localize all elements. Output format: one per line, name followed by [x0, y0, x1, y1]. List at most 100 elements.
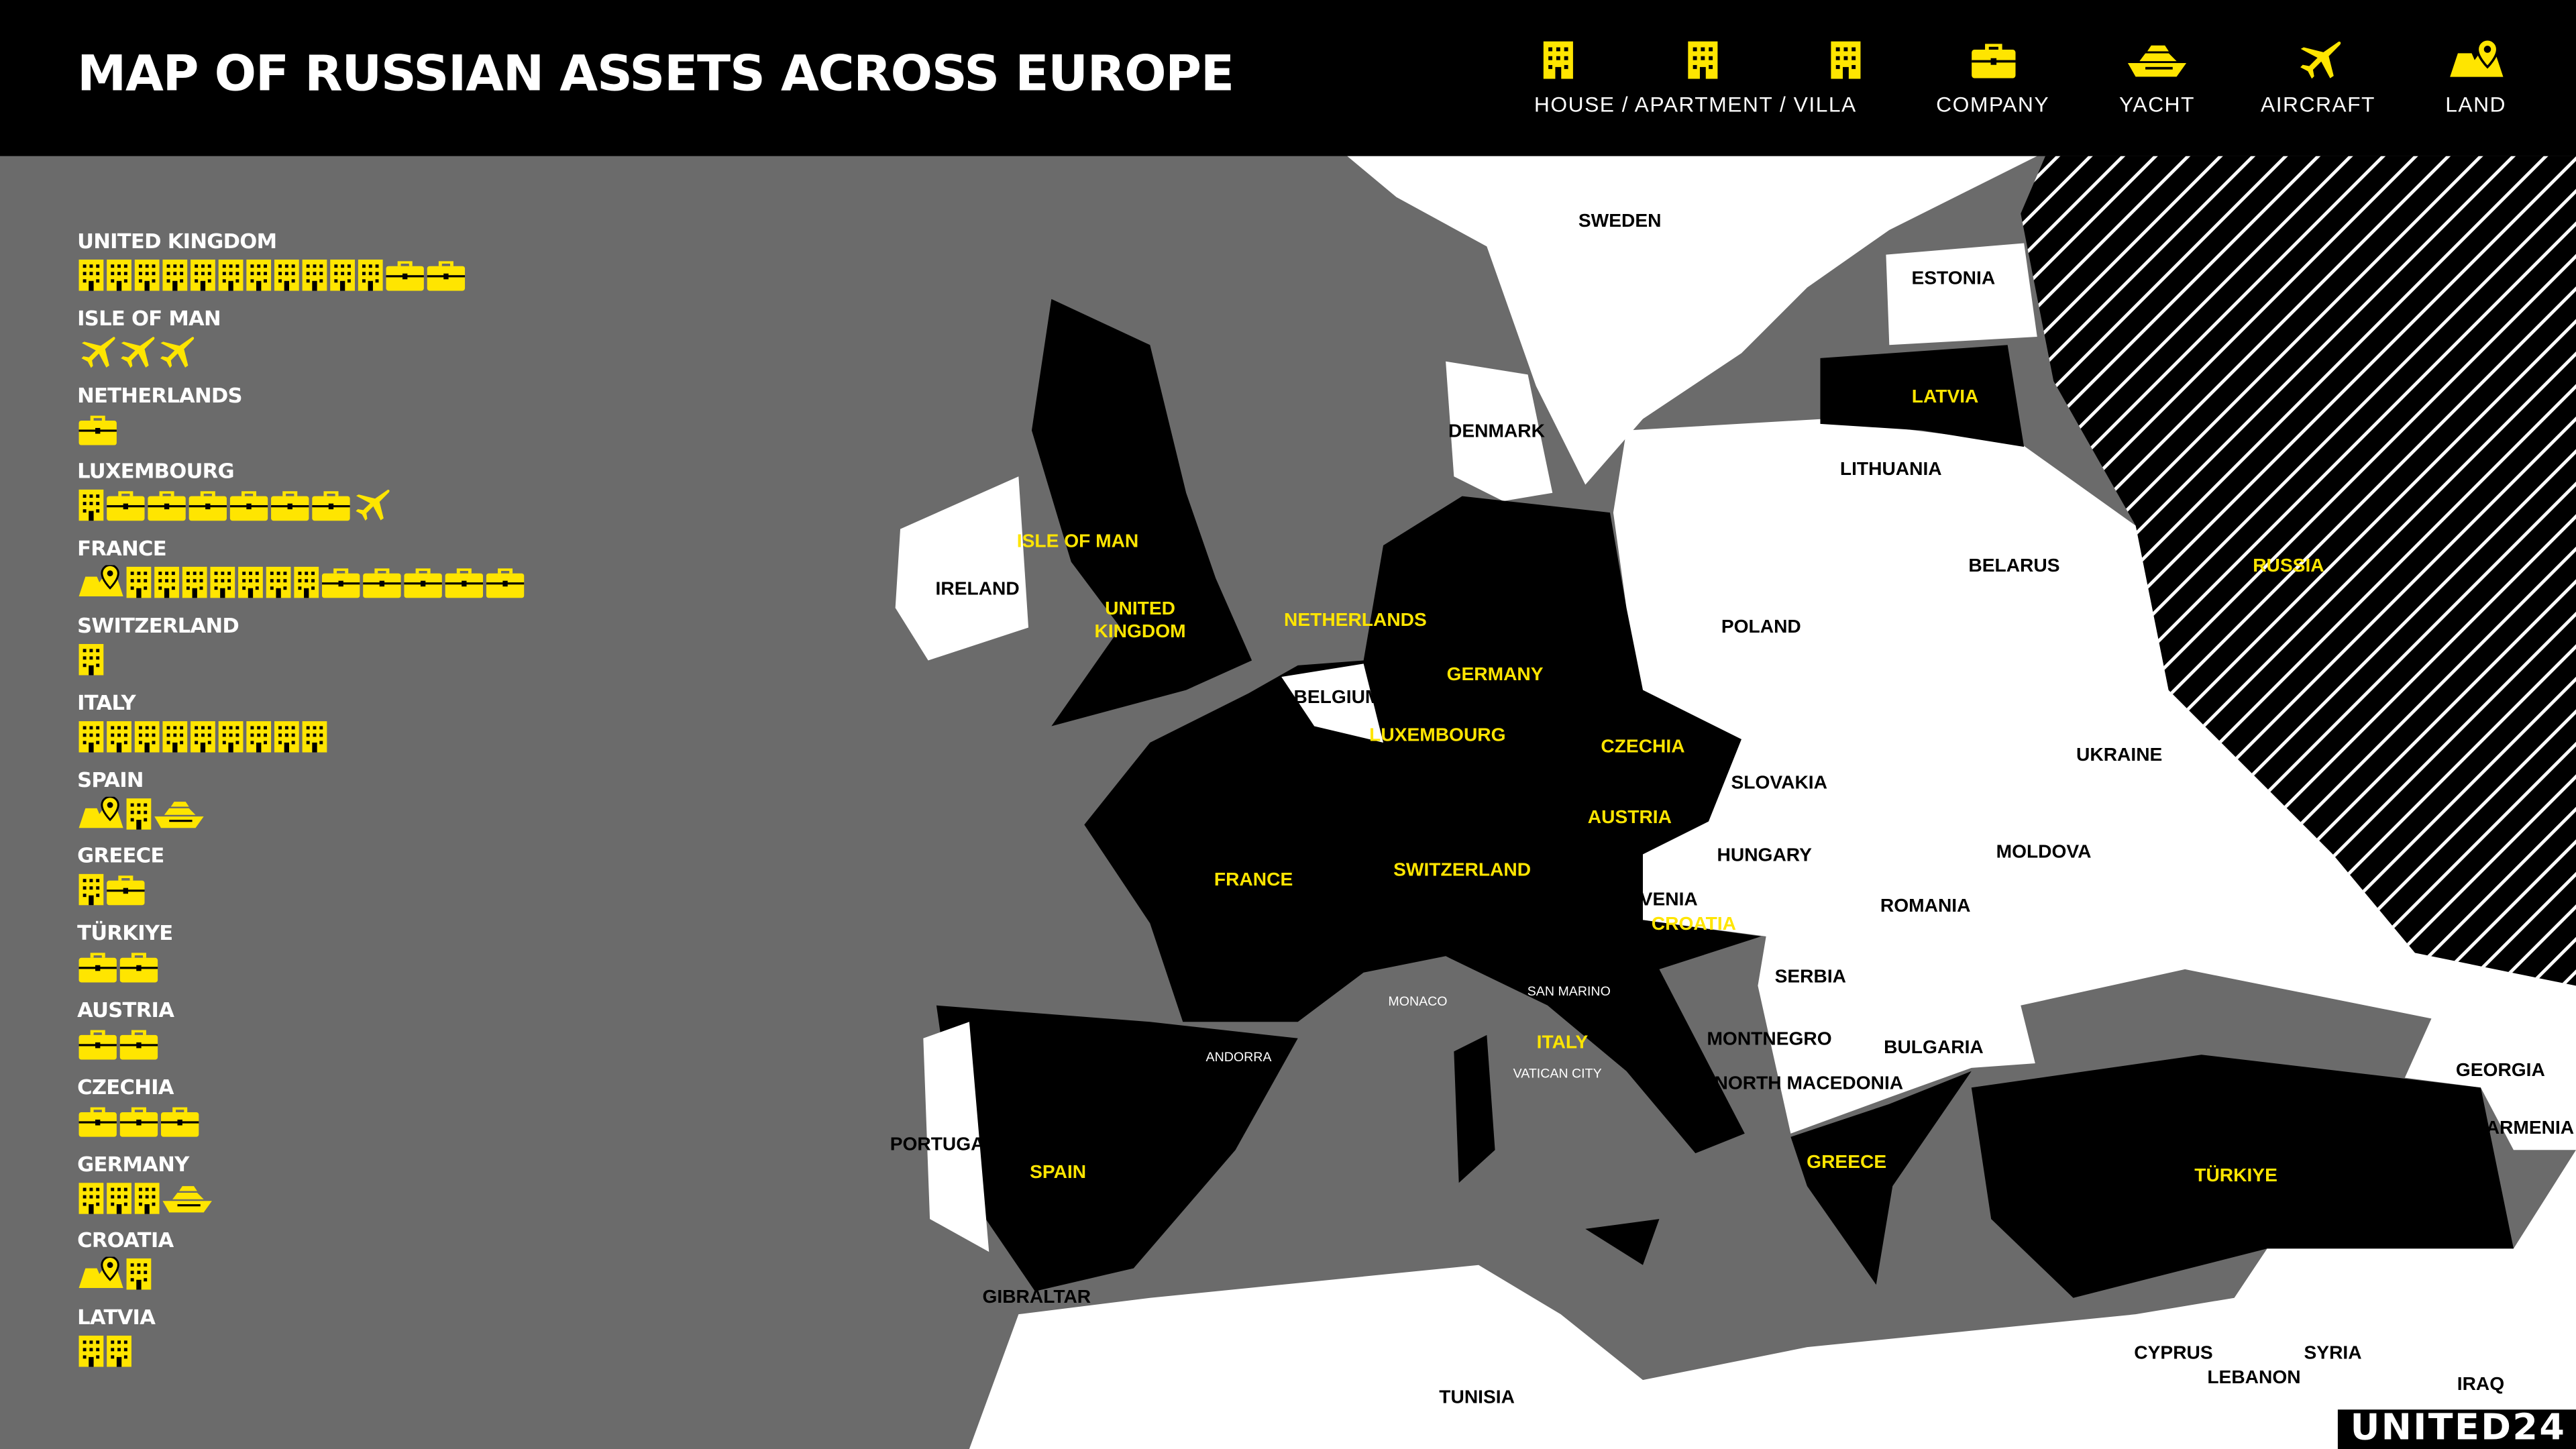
country-name: CZECHIA [77, 1074, 174, 1099]
map-label: SLOVAKIA [1731, 773, 1827, 794]
country-name: UNITED KINGDOM [77, 228, 277, 254]
asset-icon [77, 796, 125, 829]
map-label: VATICAN CITY [1513, 1066, 1602, 1081]
estonia [1886, 243, 2037, 345]
asset-icon [329, 258, 357, 290]
asset-icon [125, 1257, 153, 1290]
asset-icon [133, 719, 161, 752]
country-name: SPAIN [77, 766, 144, 792]
legend-icon-house [1541, 40, 1575, 79]
asset-icon [384, 258, 425, 290]
map-label: GREECE [1807, 1153, 1887, 1173]
header: MAP OF RUSSIAN ASSETS ACROSS EUROPE HOUS… [0, 0, 2576, 156]
map-label: TÜRKIYE [2194, 1166, 2277, 1187]
map-label: PORTUGAL [890, 1135, 996, 1155]
legend-icon-villa [1829, 40, 1863, 79]
map-label: CROATIA [1651, 915, 1736, 935]
asset-icon [189, 719, 217, 752]
asset-icon [321, 566, 362, 598]
map-label: LEBANON [2207, 1368, 2301, 1389]
legend-icon-company [1970, 40, 2017, 79]
legend-icon-aircraft [2295, 40, 2343, 79]
asset-icon [237, 566, 265, 598]
map-label: SAN MARINO [1527, 983, 1611, 999]
map-label: POLAND [1721, 617, 1801, 638]
asset-icon [133, 258, 161, 290]
asset-icon [77, 1104, 118, 1136]
asset-icon [133, 1181, 161, 1214]
map-label: MONACO [1388, 994, 1448, 1009]
map-label: BELGIUM [1293, 688, 1381, 708]
map-label: BELARUS [1968, 557, 2060, 577]
country-name: CROATIA [77, 1228, 174, 1253]
country-name: SWITZERLAND [77, 612, 239, 638]
asset-icon [118, 1104, 159, 1136]
asset-icon [292, 566, 321, 598]
map-label: HUNGARY [1717, 846, 1812, 866]
belgium [1281, 663, 1384, 743]
asset-icon [117, 335, 156, 368]
legend-icon-yacht [2126, 40, 2188, 79]
asset-icon [146, 488, 187, 521]
map-label: LITHUANIA [1839, 460, 1942, 480]
asset-icon [352, 488, 391, 521]
russia [2021, 156, 2576, 986]
country-name: AUSTRIA [77, 997, 174, 1022]
country-name: ISLE OF MAN [77, 305, 221, 330]
asset-icon [161, 1181, 213, 1214]
land [895, 156, 2576, 1449]
map-label: SWEDEN [1578, 211, 1662, 232]
eastern-europe [1613, 419, 2576, 1150]
asset-icon [77, 1027, 118, 1060]
scandinavia [1347, 156, 2037, 485]
latvia [1820, 345, 2025, 447]
asset-icon [356, 258, 384, 290]
legend-icon-apartment [1686, 40, 1720, 79]
map-label: NORTH MACEDONIA [1714, 1074, 1904, 1095]
map-label: UNITED KINGDOM [1094, 599, 1186, 643]
portugal [923, 1022, 989, 1252]
map-label: RUSSIA [2253, 557, 2324, 577]
map-label: UKRAINE [2076, 745, 2163, 766]
asset-icon [118, 1027, 159, 1060]
country-name: ITALY [77, 690, 136, 714]
asset-icon [270, 488, 311, 521]
country-name: NETHERLANDS [77, 382, 242, 407]
legend-label: HOUSE / APARTMENT / VILLA [1534, 92, 1857, 117]
map-label: GEORGIA [2455, 1061, 2545, 1081]
map-label: ISLE OF MAN [1016, 532, 1139, 552]
title: MAP OF RUSSIAN ASSETS ACROSS EUROPE [77, 46, 1234, 104]
asset-icon [209, 566, 237, 598]
asset-icon [77, 488, 105, 521]
asset-icon [161, 719, 189, 752]
map-label: ARMENIA [2485, 1118, 2575, 1139]
asset-icon [311, 488, 352, 521]
asset-icon [217, 719, 245, 752]
asset-icon [425, 258, 466, 290]
asset-icon [125, 566, 153, 598]
map-label: MONTNEGRO [1707, 1030, 1832, 1050]
cyprus [2135, 1314, 2202, 1344]
map-label: LATVIA [1911, 387, 1979, 408]
map-label: CZECHIA [1601, 737, 1685, 757]
map-label: GIBRALTAR [982, 1288, 1091, 1308]
map-label: ESTONIA [1911, 269, 1996, 290]
asset-icon [118, 950, 159, 983]
map-label: LUXEMBOURG [1369, 726, 1506, 746]
country-name: GREECE [77, 843, 164, 869]
asset-icon [228, 488, 269, 521]
map-label: SWITZERLAND [1393, 861, 1532, 881]
map-label: SERBIA [1774, 967, 1846, 987]
map-label: BULGARIA [1884, 1038, 1984, 1059]
sardinia [1454, 1034, 1495, 1183]
asset-icon [105, 719, 133, 752]
map-label: SLOVENIA [1601, 890, 1698, 910]
asset-icon [105, 873, 146, 906]
north-africa-middle-east [969, 1150, 2576, 1449]
legend-label: LAND [2445, 92, 2507, 117]
asset-icon [77, 335, 117, 368]
asset-icon [443, 566, 484, 598]
legend-label: COMPANY [1936, 92, 2050, 117]
map-label: ANDORRA [1205, 1049, 1272, 1065]
